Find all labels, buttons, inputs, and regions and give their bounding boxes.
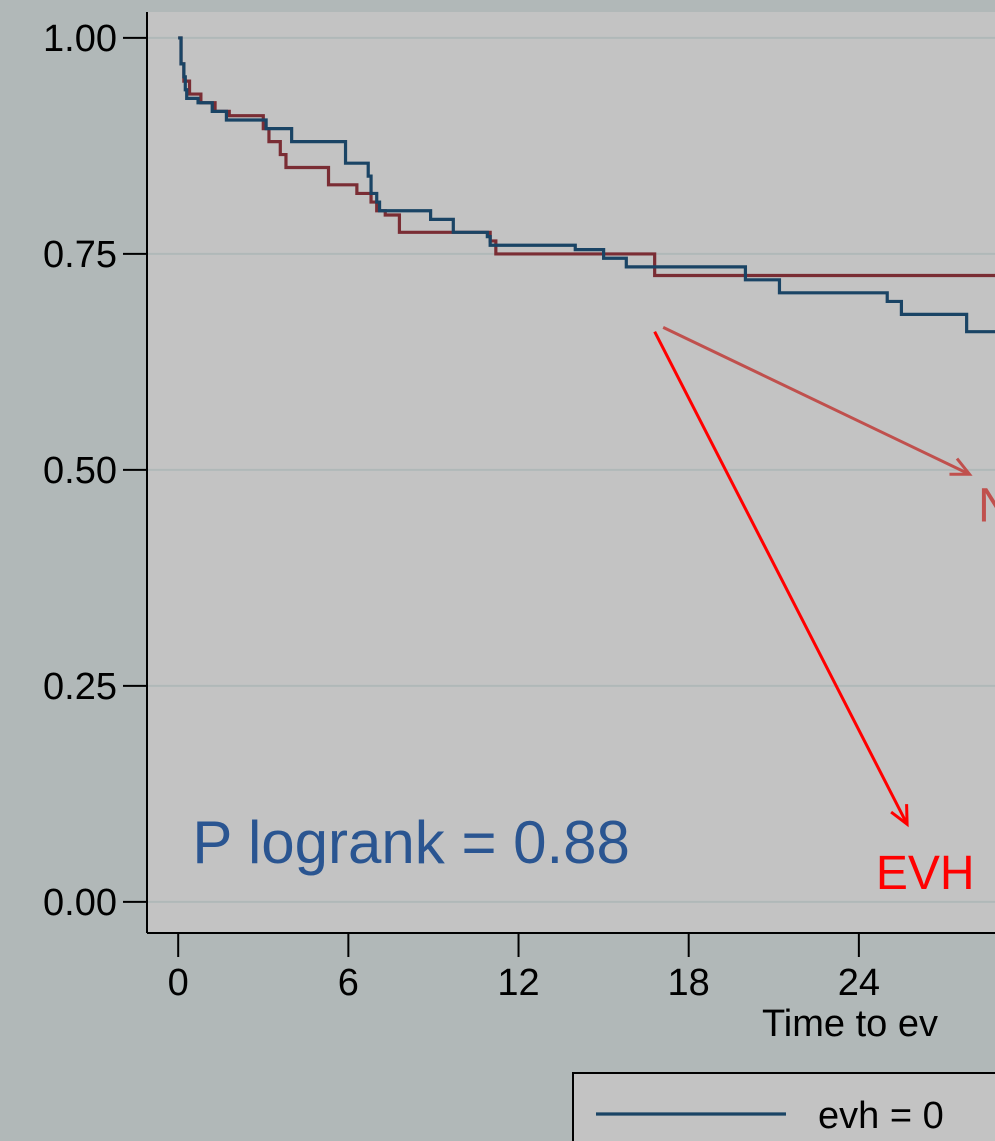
legend: evh = 0	[572, 1072, 995, 1141]
legend-box	[572, 1072, 995, 1141]
arrow-shaft	[662, 325, 971, 476]
x-tick-label: 0	[168, 962, 189, 1004]
annotation-arrows	[653, 325, 973, 828]
y-tick-label: 0.50	[43, 450, 117, 492]
annotations: P logrank = 0.88 EVH N	[192, 480, 995, 900]
y-tick-label: 0.75	[43, 234, 117, 276]
arrow-shaft	[653, 330, 909, 825]
x-tick-label: 6	[338, 962, 359, 1004]
y-tick-label: 1.00	[43, 18, 117, 60]
x-tick-label: 24	[838, 962, 880, 1004]
arrow-head	[890, 804, 909, 828]
x-axis-ticks: 0 6 12 18 24	[168, 933, 880, 1004]
y-axis-ticks: 0.00 0.25 0.50 0.75 1.00	[43, 18, 147, 924]
x-tick-label: 18	[668, 962, 710, 1004]
axes	[146, 12, 995, 934]
series-line-0	[178, 36, 995, 334]
x-axis-label: Time to ev	[762, 1003, 938, 1045]
arrow-head	[949, 457, 973, 476]
plot-area	[147, 12, 995, 933]
y-tick-label: 0.25	[43, 666, 117, 708]
legend-label: evh = 0	[818, 1095, 944, 1137]
x-tick-label: 12	[497, 962, 539, 1004]
annotation-2: N	[978, 480, 995, 533]
annotation-0: P logrank = 0.88	[192, 809, 630, 876]
annotation-1: EVH	[876, 847, 975, 900]
series-line-1	[178, 36, 995, 278]
y-tick-label: 0.00	[43, 882, 117, 924]
series-layer	[178, 36, 995, 334]
